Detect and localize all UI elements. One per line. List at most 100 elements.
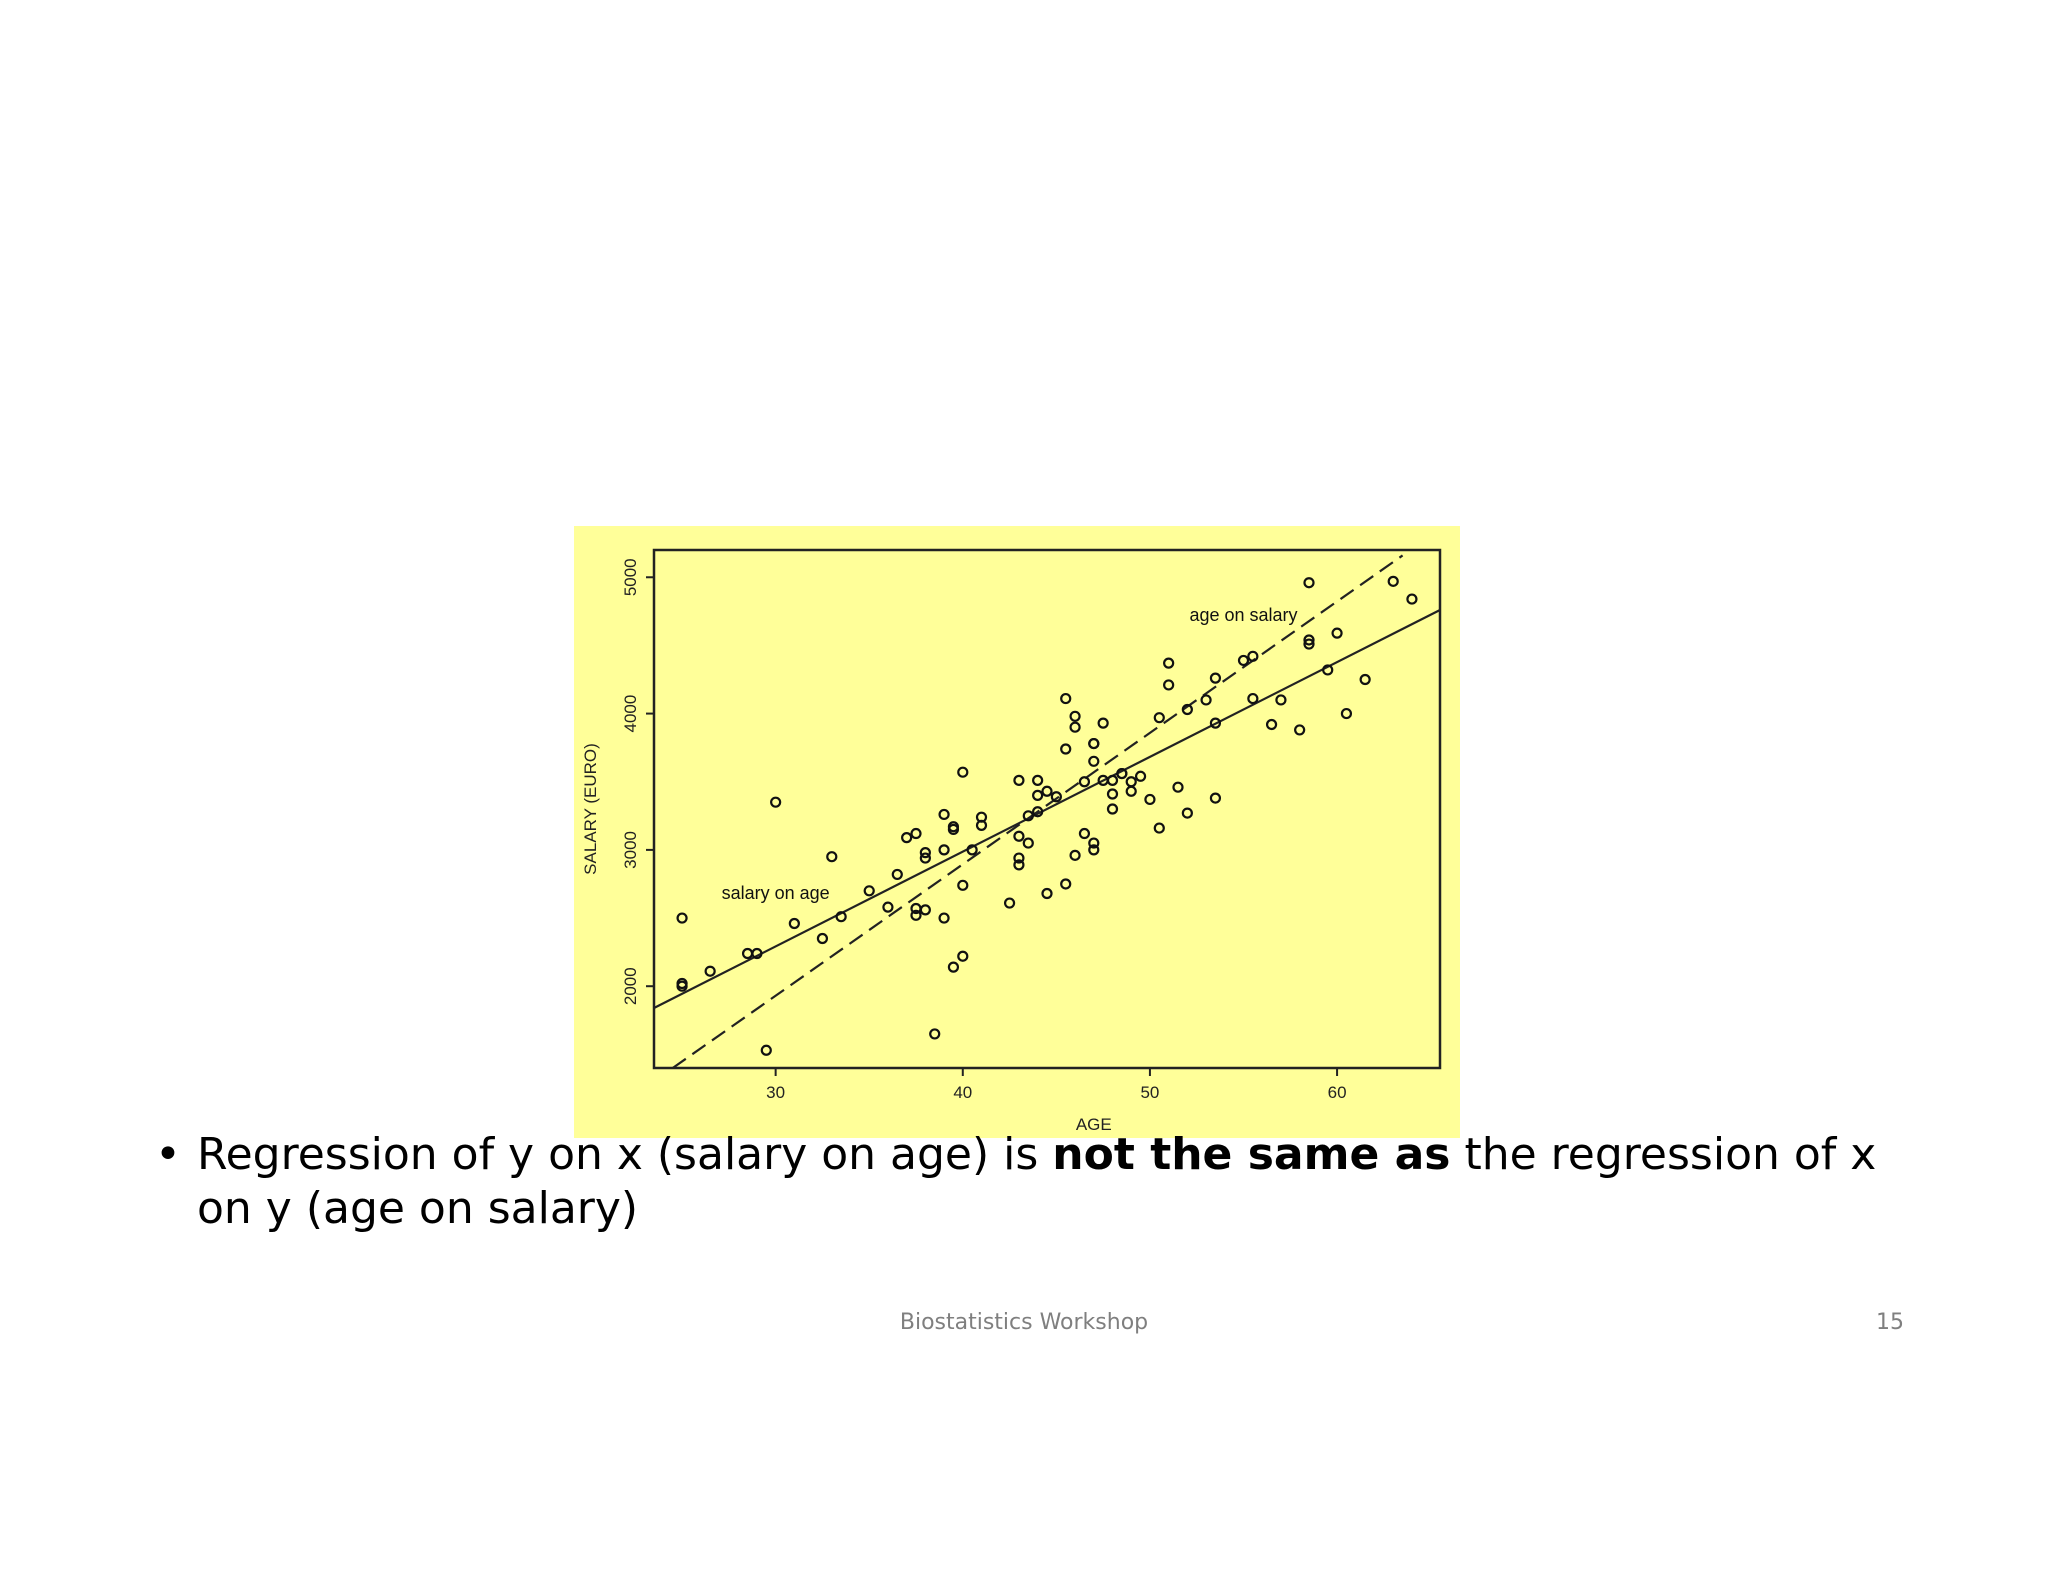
regression-line-salary-on-age xyxy=(654,608,1440,1010)
data-point xyxy=(1069,710,1081,722)
data-point xyxy=(751,947,763,960)
data-point xyxy=(882,901,894,913)
data-point xyxy=(1200,694,1212,706)
data-point xyxy=(1247,692,1259,705)
data-point xyxy=(938,844,950,856)
data-point xyxy=(1163,657,1175,669)
data-point xyxy=(676,912,688,924)
data-point xyxy=(975,819,988,831)
data-point xyxy=(1303,577,1315,589)
y-tick-label: 2000 xyxy=(621,967,640,1005)
data-point xyxy=(1088,755,1100,767)
bullet-point: • Regression of y on x (salary on age) i… xyxy=(155,1128,1915,1236)
data-point xyxy=(1247,650,1259,662)
scatter-plot-svg: 30 40 50 60 2000 3000 4000 5000 AGE SALARY (EURO)… xyxy=(581,548,1442,1134)
data-point xyxy=(910,827,922,840)
data-point xyxy=(1153,712,1165,724)
data-point xyxy=(901,832,913,844)
data-point xyxy=(826,851,838,863)
data-point xyxy=(1013,774,1025,786)
data-point xyxy=(1181,807,1193,819)
data-point xyxy=(919,904,931,916)
data-point xyxy=(835,911,847,923)
data-point xyxy=(1303,634,1315,646)
data-point xyxy=(1022,810,1034,822)
data-point xyxy=(1237,654,1250,667)
data-point xyxy=(1013,830,1025,842)
data-point xyxy=(1116,767,1128,780)
data-point xyxy=(1387,575,1399,587)
data-point xyxy=(816,932,829,945)
bullet-text-before: Regression of y on x (salary on age) is xyxy=(197,1129,1053,1180)
y-tick-label: 4000 xyxy=(621,695,640,733)
data-point xyxy=(1060,692,1072,705)
data-point xyxy=(1172,781,1184,793)
x-tick-label: 60 xyxy=(1328,1083,1347,1102)
x-axis-label: AGE xyxy=(1076,1115,1112,1134)
data-point xyxy=(1097,717,1109,729)
data-point xyxy=(957,766,969,778)
x-tick-label: 50 xyxy=(1140,1083,1159,1102)
data-point xyxy=(770,796,782,808)
data-point xyxy=(1060,878,1072,890)
data-point xyxy=(1041,887,1053,900)
data-point xyxy=(1134,770,1147,782)
data-point xyxy=(788,917,800,930)
data-point xyxy=(947,821,960,833)
data-point xyxy=(1032,789,1044,801)
footer-title: Biostatistics Workshop xyxy=(899,1310,1149,1335)
data-point xyxy=(957,950,969,962)
regression-chart: 30 40 50 60 2000 3000 4000 5000 AGE SALARY (EURO)… xyxy=(574,526,1460,1138)
bullet-text-after: the regression of x on y (age on salary) xyxy=(197,1129,1877,1234)
data-point xyxy=(891,868,903,881)
data-point xyxy=(1069,721,1081,733)
data-point xyxy=(1340,707,1353,720)
data-point xyxy=(704,965,716,977)
data-point xyxy=(1294,724,1306,736)
data-point xyxy=(1406,593,1418,605)
data-point xyxy=(1303,638,1315,650)
data-point xyxy=(1209,672,1222,684)
y-axis-label: SALARY (EURO) xyxy=(581,743,600,875)
data-point xyxy=(863,885,875,897)
page-number: 15 xyxy=(1876,1310,1904,1335)
y-tick-label: 5000 xyxy=(621,558,640,596)
data-point xyxy=(1003,897,1016,909)
data-point xyxy=(947,961,960,973)
line-annotation-2: age on salary xyxy=(1189,605,1297,625)
data-point xyxy=(1069,849,1081,861)
plot-frame xyxy=(652,548,1442,1070)
data-point xyxy=(1050,791,1062,803)
data-point xyxy=(1013,852,1025,864)
data-point xyxy=(1209,792,1222,804)
data-point xyxy=(1125,785,1137,797)
data-point xyxy=(1265,718,1278,731)
regression-line-age-on-salary xyxy=(672,554,1404,1068)
data-point xyxy=(1144,793,1156,806)
data-point xyxy=(957,879,969,891)
data-point xyxy=(741,947,754,960)
data-point xyxy=(910,909,922,921)
data-point xyxy=(676,977,688,990)
data-point xyxy=(1088,837,1100,849)
data-point xyxy=(1088,737,1100,750)
data-point xyxy=(1153,822,1165,834)
data-point xyxy=(938,912,950,924)
data-point xyxy=(1209,717,1222,729)
bullet-text: Regression of y on x (salary on age) is … xyxy=(197,1128,1915,1236)
data-point xyxy=(1359,673,1371,686)
data-point xyxy=(1106,803,1119,815)
data-point xyxy=(1078,776,1091,788)
line-annotation-1: salary on age xyxy=(722,883,830,903)
data-point xyxy=(1275,694,1287,706)
data-point xyxy=(919,852,931,864)
data-point xyxy=(1106,774,1119,786)
data-point xyxy=(1032,774,1044,786)
data-point xyxy=(1060,743,1072,755)
bullet-symbol: • xyxy=(155,1129,181,1180)
x-tick-label: 30 xyxy=(766,1083,785,1102)
data-point xyxy=(1322,664,1334,676)
bullet-text-bold: not the same as xyxy=(1052,1129,1451,1180)
data-point xyxy=(1331,627,1343,639)
data-point xyxy=(760,1044,772,1056)
